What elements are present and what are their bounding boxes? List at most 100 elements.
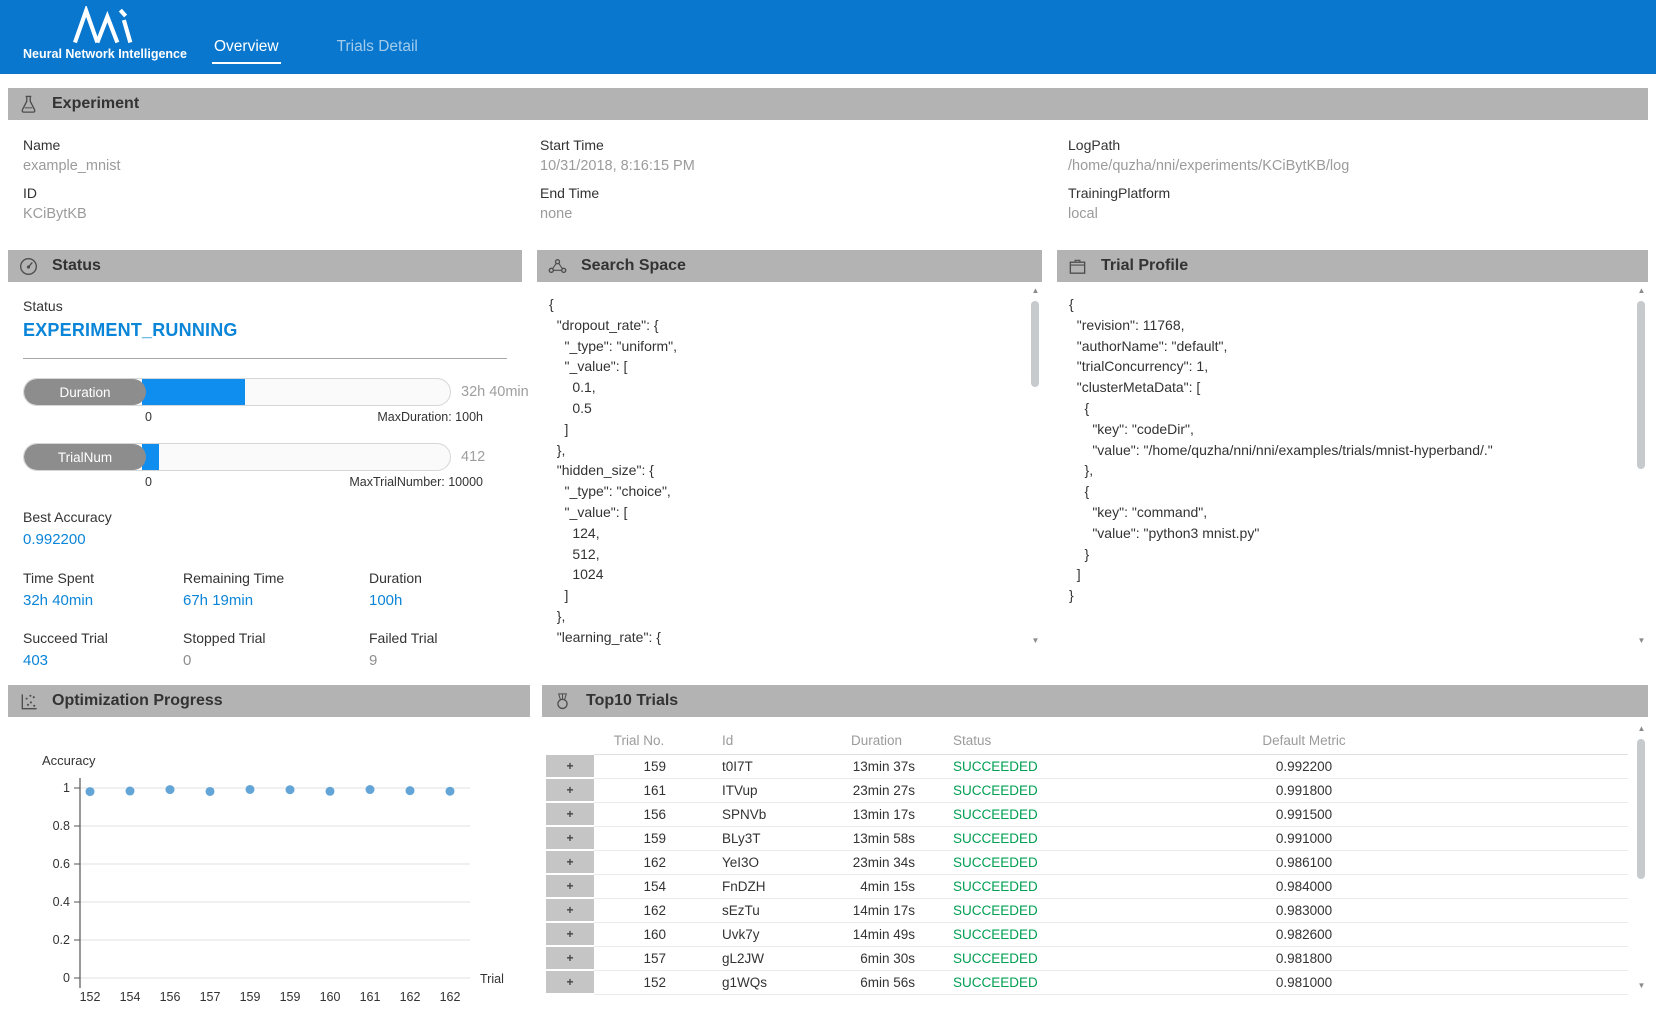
expand-row-button[interactable]: + [546,875,594,899]
cell-id: SPNVb [684,803,814,827]
expand-row-button[interactable]: + [546,827,594,851]
cell-trial-no: 152 [594,971,684,995]
optimization-progress-panel: Optimization Progress 00.20.40.60.811521… [8,671,530,1028]
search-space-section-header: Search Space [537,250,1042,282]
stat-duration: Duration 100h [369,570,507,609]
brand-name: Neural Network Intelligence [23,47,187,61]
experiment-section-header: Experiment [8,88,1648,120]
top10-scrollbar[interactable]: ▲ ▼ [1635,723,1648,992]
cell-filler [1499,923,1628,947]
duration-max: MaxDuration: 100h [377,410,483,424]
expand-row-button[interactable]: + [546,779,594,803]
cell-trial-no: 162 [594,899,684,923]
status-label: Status [23,298,507,314]
cell-trial-no: 159 [594,755,684,779]
chart-text: 0 [63,971,70,985]
archive-box-icon [1067,256,1088,277]
optimization-title: Optimization Progress [52,692,223,710]
table-row: +162sEzTu14min 17sSUCCEEDED0.983000 [546,899,1628,923]
chart-text: 157 [200,990,221,1004]
expand-row-button[interactable]: + [546,947,594,971]
cell-default-metric: 0.984000 [1109,875,1499,899]
scroll-down-icon[interactable]: ▼ [1635,980,1648,992]
expand-row-button[interactable]: + [546,923,594,947]
field-value: none [540,206,1068,222]
scroll-up-icon[interactable]: ▲ [1029,285,1042,297]
table-row: +157gL2JW6min 30sSUCCEEDED0.981800 [546,947,1628,971]
expand-row-button[interactable]: + [546,899,594,923]
stat-succeed-trial: Succeed Trial 403 [23,630,183,669]
trial-profile-panel: Trial Profile { "revision": 11768, "auth… [1057,236,1648,650]
trial-profile-scrollbar[interactable]: ▲ ▼ [1635,285,1648,647]
field-label: Start Time [540,137,1068,153]
scrollbar-thumb[interactable] [1031,301,1039,387]
expand-row-button[interactable]: + [546,803,594,827]
chart-text: 0.2 [53,933,70,947]
scroll-down-icon[interactable]: ▼ [1029,635,1042,647]
cell-trial-no: 162 [594,851,684,875]
stat-failed-trial: Failed Trial 9 [369,630,507,669]
cell-id: sEzTu [684,899,814,923]
chart-text: 0.4 [53,895,70,909]
chart-text: 161 [360,990,381,1004]
search-space-scrollbar[interactable]: ▲ ▼ [1029,285,1042,647]
cell-trial-no: 161 [594,779,684,803]
cell-id: ITVup [684,779,814,803]
trialnum-progress-track: TrialNum [23,443,451,471]
chart-text: 0.6 [53,857,70,871]
duration-progress: Duration 32h 40min [23,378,507,406]
cell-duration: 13min 58s [814,827,939,851]
cell-default-metric: 0.983000 [1109,899,1499,923]
expand-row-button[interactable]: + [546,971,594,995]
stat-time-spent: Time Spent 32h 40min [23,570,183,609]
tab-trials-detail[interactable]: Trials Detail [335,38,420,64]
optimization-chart: 00.20.40.60.8115215415615715915916016116… [8,723,530,1023]
cell-id: YeI3O [684,851,814,875]
trialnum-progress-label: TrialNum [24,444,146,470]
chart-text: Accuracy [42,753,96,768]
scroll-up-icon[interactable]: ▲ [1635,285,1648,297]
cell-default-metric: 0.991800 [1109,779,1499,803]
cell-filler [1499,899,1628,923]
cell-filler [1499,779,1628,803]
experiment-title: Experiment [52,95,139,113]
cell-duration: 4min 15s [814,875,939,899]
cell-trial-no: 159 [594,827,684,851]
divider [23,358,507,359]
status-title: Status [52,257,101,275]
trialnum-progress: TrialNum 412 [23,443,507,471]
trial-profile-section-header: Trial Profile [1057,250,1648,282]
scrollbar-thumb[interactable] [1637,301,1645,469]
cell-default-metric: 0.992200 [1109,755,1499,779]
accuracy-chart-container: 00.20.40.60.8115215415615715915916016116… [8,717,530,1028]
cell-default-metric: 0.982600 [1109,923,1499,947]
cell-trial-no: 154 [594,875,684,899]
expand-row-button[interactable]: + [546,755,594,779]
field-label: ID [23,185,540,201]
status-stats: Time Spent 32h 40min Remaining Time 67h … [23,570,507,669]
expand-column-header [546,727,594,755]
chart-text: 152 [80,990,101,1004]
expand-row-button[interactable]: + [546,851,594,875]
data-point [126,787,135,796]
chart-text: Trial [480,972,504,986]
scroll-up-icon[interactable]: ▲ [1635,723,1648,735]
cell-duration: 13min 17s [814,803,939,827]
cell-id: FnDZH [684,875,814,899]
chart-text: 159 [280,990,301,1004]
table-header-row: Trial No. Id Duration Status Default Met… [546,727,1628,755]
field-value: 10/31/2018, 8:16:15 PM [540,158,1068,174]
search-space-json: { "dropout_rate": { "_type": "uniform", … [537,282,1042,650]
top10-title: Top10 Trials [586,692,678,710]
cell-id: t0I7T [684,755,814,779]
status-section-header: Status [8,250,522,282]
scrollbar-thumb[interactable] [1637,739,1645,879]
status-badge: SUCCEEDED [939,851,1109,875]
tab-overview[interactable]: Overview [212,38,281,64]
stat-stopped-trial: Stopped Trial 0 [183,630,369,669]
cell-filler [1499,875,1628,899]
scroll-down-icon[interactable]: ▼ [1635,635,1648,647]
medal-icon [552,691,573,712]
chart-text: 162 [440,990,461,1004]
top10-trials-panel: Top10 Trials Trial No. Id Duration Statu… [542,671,1648,1028]
